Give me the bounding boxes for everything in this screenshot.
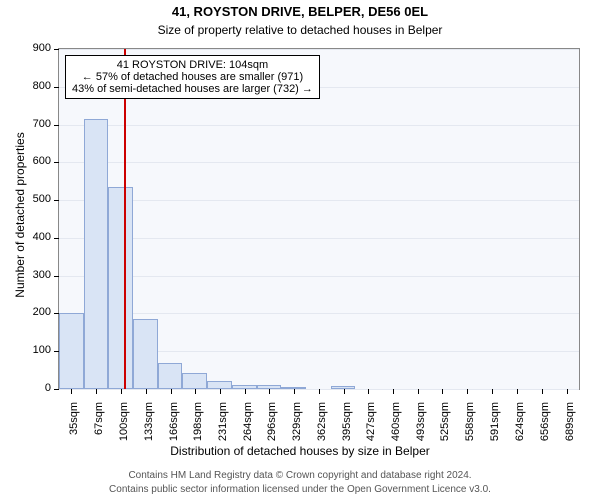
gridline [59, 238, 579, 239]
ytick-mark [54, 162, 59, 163]
xtick-mark [344, 389, 345, 394]
xtick-mark [442, 389, 443, 394]
reference-line [124, 49, 126, 389]
histogram-bar [108, 187, 133, 389]
xtick-mark [567, 389, 568, 394]
footer-line-1: Contains HM Land Registry data © Crown c… [0, 470, 600, 481]
chart-title: 41, ROYSTON DRIVE, BELPER, DE56 0EL [0, 4, 600, 19]
xtick-label: 591sqm [489, 402, 501, 450]
xtick-label: 427sqm [365, 402, 377, 450]
xtick-label: 67sqm [93, 402, 105, 450]
xtick-mark [146, 389, 147, 394]
xtick-label: 525sqm [439, 402, 451, 450]
xtick-mark [492, 389, 493, 394]
xtick-label: 656sqm [539, 402, 551, 450]
xtick-label: 133sqm [143, 402, 155, 450]
xtick-mark [467, 389, 468, 394]
chart-subtitle: Size of property relative to detached ho… [0, 23, 600, 37]
gridline [59, 276, 579, 277]
xtick-label: 558sqm [464, 402, 476, 450]
xtick-mark [542, 389, 543, 394]
histogram-bar [158, 363, 183, 389]
annotation-line: 41 ROYSTON DRIVE: 104sqm [72, 59, 313, 71]
ytick-label: 300 [23, 269, 51, 281]
histogram-bar [133, 319, 158, 389]
ytick-label: 200 [23, 306, 51, 318]
ytick-label: 900 [23, 42, 51, 54]
plot-area: 41 ROYSTON DRIVE: 104sqm← 57% of detache… [58, 48, 580, 390]
xtick-label: 460sqm [390, 402, 402, 450]
ytick-label: 400 [23, 231, 51, 243]
ytick-label: 800 [23, 80, 51, 92]
xtick-mark [71, 389, 72, 394]
ytick-label: 500 [23, 193, 51, 205]
xtick-mark [418, 389, 419, 394]
histogram-bar [59, 313, 84, 389]
ytick-mark [54, 276, 59, 277]
xtick-mark [368, 389, 369, 394]
xtick-label: 198sqm [192, 402, 204, 450]
xtick-label: 166sqm [168, 402, 180, 450]
xtick-mark [195, 389, 196, 394]
ytick-mark [54, 200, 59, 201]
xtick-mark [245, 389, 246, 394]
xtick-mark [96, 389, 97, 394]
xtick-mark [171, 389, 172, 394]
annotation-box: 41 ROYSTON DRIVE: 104sqm← 57% of detache… [65, 55, 320, 99]
gridline [59, 125, 579, 126]
xtick-mark [220, 389, 221, 394]
xtick-label: 689sqm [564, 402, 576, 450]
ytick-mark [54, 238, 59, 239]
ytick-mark [54, 49, 59, 50]
xtick-mark [269, 389, 270, 394]
xtick-mark [121, 389, 122, 394]
xtick-label: 100sqm [118, 402, 130, 450]
histogram-bar [182, 373, 207, 389]
gridline [59, 200, 579, 201]
xtick-label: 231sqm [217, 402, 229, 450]
y-axis-label: Number of detached properties [13, 115, 27, 315]
gridline [59, 162, 579, 163]
xtick-mark [294, 389, 295, 394]
gridline [59, 49, 579, 50]
annotation-line: ← 57% of detached houses are smaller (97… [72, 71, 313, 83]
histogram-bar [331, 386, 356, 389]
xtick-label: 362sqm [316, 402, 328, 450]
ytick-label: 700 [23, 118, 51, 130]
xtick-mark [319, 389, 320, 394]
xtick-label: 264sqm [242, 402, 254, 450]
histogram-bar [207, 381, 232, 389]
xtick-mark [517, 389, 518, 394]
xtick-label: 624sqm [514, 402, 526, 450]
xtick-mark [393, 389, 394, 394]
ytick-mark [54, 125, 59, 126]
footer-line-2: Contains public sector information licen… [0, 484, 600, 495]
xtick-label: 395sqm [341, 402, 353, 450]
gridline [59, 313, 579, 314]
ytick-label: 600 [23, 155, 51, 167]
xtick-label: 329sqm [291, 402, 303, 450]
histogram-bar [84, 119, 109, 389]
ytick-label: 100 [23, 344, 51, 356]
annotation-line: 43% of semi-detached houses are larger (… [72, 83, 313, 95]
xtick-label: 296sqm [266, 402, 278, 450]
ytick-mark [54, 87, 59, 88]
histogram-chart: 41, ROYSTON DRIVE, BELPER, DE56 0EL Size… [0, 0, 600, 500]
ytick-label: 0 [23, 382, 51, 394]
xtick-label: 35sqm [68, 402, 80, 450]
xtick-label: 493sqm [415, 402, 427, 450]
ytick-mark [54, 389, 59, 390]
